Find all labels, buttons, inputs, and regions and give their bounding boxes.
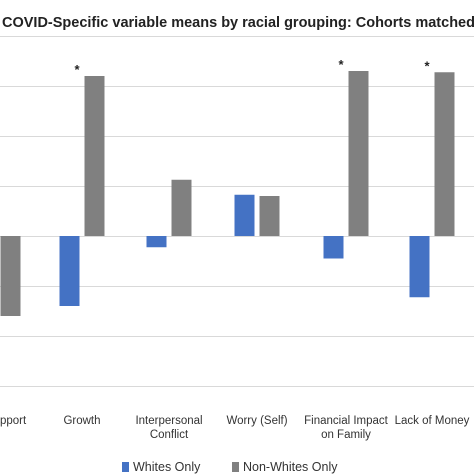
category-label: Growth xyxy=(63,415,100,427)
bar-non-whites-1 xyxy=(84,76,105,236)
bar-non-whites-0 xyxy=(0,236,21,316)
category-label: Financial Impact on Family xyxy=(304,415,389,441)
category-label: Lack of Money xyxy=(395,415,470,427)
bar-non-whites-3 xyxy=(259,196,280,236)
bars xyxy=(0,71,455,316)
bar-whites-3 xyxy=(234,194,255,236)
bar-whites-4 xyxy=(323,236,344,259)
legend-label: Whites Only xyxy=(133,460,201,474)
legend-swatch xyxy=(122,462,129,472)
significance-annotations: * * * xyxy=(75,57,431,77)
category-label: Interpersonal Conflict xyxy=(135,415,202,441)
bar-non-whites-4 xyxy=(348,71,369,236)
chart-title: COVID-Specific variable means by racial … xyxy=(2,15,474,31)
category-labels: pport Growth Interpersonal Conflict Worry (S… xyxy=(0,415,470,441)
bar-non-whites-2 xyxy=(171,179,192,236)
category-label: Worry (Self) xyxy=(226,415,287,427)
legend-swatch xyxy=(232,462,239,472)
bar-non-whites-5 xyxy=(434,72,455,236)
significance-asterisk: * xyxy=(425,58,431,73)
legend: Whites Only Non-Whites Only xyxy=(122,460,338,474)
significance-asterisk: * xyxy=(75,62,81,77)
legend-label: Non-Whites Only xyxy=(243,460,338,474)
bar-whites-2 xyxy=(146,236,167,248)
bar-whites-1 xyxy=(59,236,80,306)
bar-whites-5 xyxy=(409,236,430,298)
category-label: pport xyxy=(0,415,27,427)
significance-asterisk: * xyxy=(339,57,345,72)
